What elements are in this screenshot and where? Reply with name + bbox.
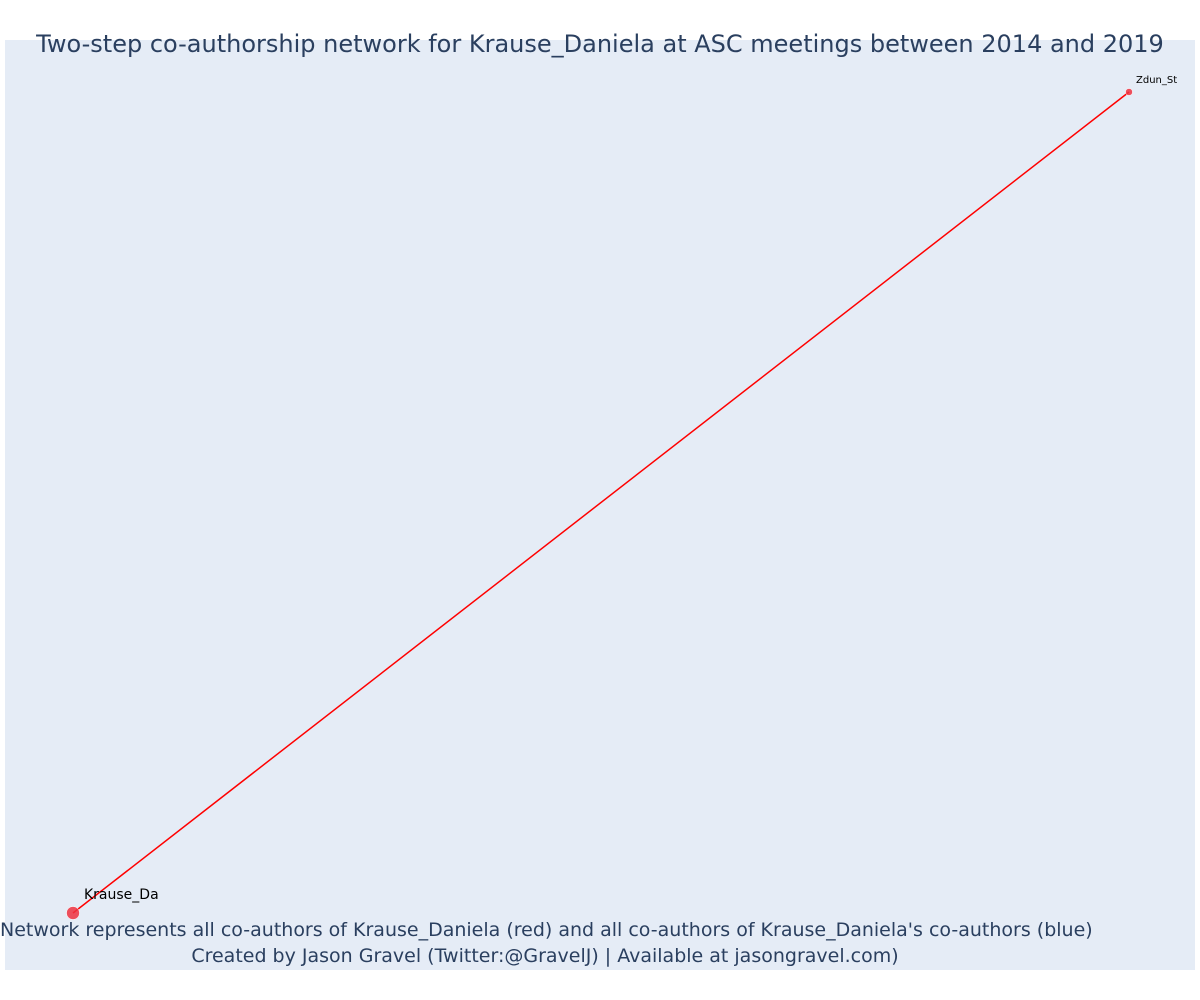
chart-title: Two-step co-authorship network for Kraus… — [36, 30, 1164, 58]
caption-line-1: Network represents all co-authors of Kra… — [0, 919, 1093, 941]
caption-line-2: Created by Jason Gravel (Twitter:@Gravel… — [191, 945, 899, 967]
node-zdun[interactable] — [1125, 88, 1133, 96]
node-label-zdun: Zdun_St — [1136, 75, 1177, 86]
node-krause[interactable] — [66, 906, 80, 920]
edge-krause-zdun — [72, 91, 1130, 914]
node-label-krause: Krause_Da — [84, 887, 159, 903]
